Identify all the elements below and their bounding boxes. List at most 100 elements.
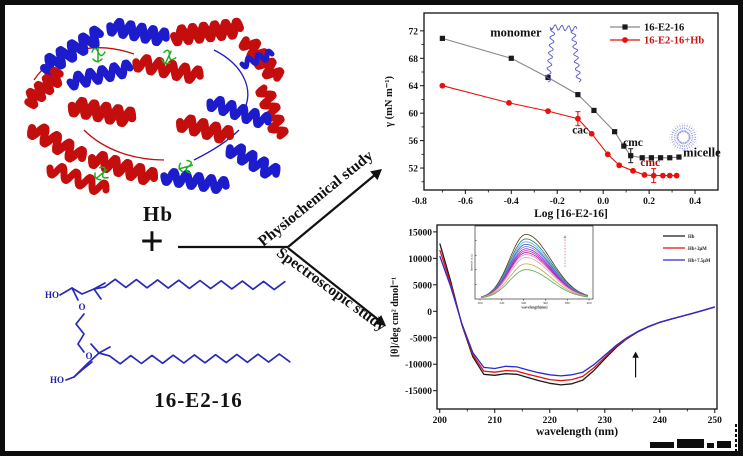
physiochemical-arrowhead [370,169,382,181]
micelle-tail [678,142,683,151]
monomer-tail [545,27,556,83]
micelle-tail [684,123,689,133]
y-tick-label: 56 [409,137,419,147]
cd-legend: Hb Hb+2μM Hb+7.5μM [663,235,711,264]
micelle-tail [683,123,686,132]
inset-curve [481,263,588,298]
legend-label: Hb [688,235,695,240]
loop-strand [213,49,249,111]
y-tick-label: 10000 [408,255,432,265]
surfactant-structure-image: HO O O HO [45,278,291,385]
physiochemical-arrow [287,173,377,248]
cd-series-hb-7-5-m [439,255,715,377]
micelle-tail [683,142,686,152]
micelle-core [677,131,690,144]
data-point [575,92,581,98]
helix-ribbon [46,163,110,195]
y-tick-label: 68 [409,55,419,65]
helix-ribbon [106,17,170,47]
data-point [673,172,680,179]
data-point [648,155,654,161]
heme-scribble [161,49,177,65]
data-point [506,99,512,106]
annotation-cmc: cmc [640,157,660,169]
data-point [641,172,648,178]
helix-ribbon [67,96,137,128]
fluorescence-inset: 300 320 340 360 380 400 wavelength(nm) Intensit… [470,225,594,310]
atom-label-o: O [78,302,85,312]
inset-x-tick-label: 360 [543,301,548,305]
x-axis-title: wavelength (nm) [536,426,618,438]
data-point [667,155,673,161]
micelle-tail [676,141,682,150]
micelle-tail [688,139,697,144]
data-point [439,82,446,89]
bond [93,288,102,300]
micelle-tail [670,139,679,144]
legend: 16-E2-16 16-E2-16+Hb [610,23,704,47]
surface-tension-chart: -0.8 -0.6 -0.4 -0.2 0.0 0.2 0.4 52 56 60 64 68 72 Log… [385,12,721,220]
legend-marker [622,37,628,43]
heme-group-icon [94,166,109,181]
monomer-tail [570,29,582,83]
data-point [616,162,623,169]
heme-group-icon [178,159,194,174]
micelle-tail [670,131,679,136]
y-tick-label: 60 [409,110,419,120]
micelle-tail [684,142,689,151]
bond [98,352,291,365]
micelle-tail [681,123,684,132]
y-tick-label: -5000 [410,334,432,344]
inset-x-axis-title: wavelength(nm) [521,306,548,310]
micelle-tail [688,131,697,136]
atom-label-ho: HO [45,290,59,300]
inset-x-tick-label: 320 [499,301,504,305]
loop-strand [83,129,165,161]
hemoglobin-structure-image [24,17,289,195]
annotation-monomer: monomer [490,25,542,39]
increase-arrowhead [632,351,639,358]
micelle-tail [669,137,679,141]
legend-label: Hb+7.5μM [688,259,711,264]
y-axis: 15000 10000 5000 0 -5000 -10000 -15000 [405,228,437,397]
bond [73,352,100,378]
y-tick-label: 72 [409,27,419,37]
legend-label: 16-E2-16 [644,23,684,34]
micelle-tail [685,141,691,150]
annotation-cmc: cmc [623,137,643,149]
inset-curve [481,257,588,298]
data-point [574,115,581,122]
data-point [604,151,611,158]
x-axis: 200 210 220 230 240 250 [433,409,722,426]
heme-group-icon [161,49,177,65]
y-tick-label: 64 [409,82,419,92]
y-tick-label: 5000 [413,281,432,291]
heme-group-icon [91,47,106,63]
helix-ribbon [225,143,281,179]
micelle-tail [685,124,691,133]
data-point [439,35,445,41]
x-tick-label: 210 [488,416,503,426]
atom-label-o: O [85,351,92,361]
data-point [628,153,634,159]
micelle-tail [688,137,698,141]
helix-ribbon [27,123,87,163]
spectroscopic-arrowhead [374,315,386,326]
data-point [508,55,514,61]
plot-frame [423,12,719,191]
helix-ribbon [206,95,272,129]
bond [59,287,95,296]
micelle-tail [669,133,679,137]
x-tick-label: -0.4 [504,197,519,207]
helix-ribbon [160,168,230,194]
micelle-icon [669,123,698,152]
cd-spectra-chart: 200 210 220 230 240 250 15000 10000 5000 0 -5000 -1… [390,224,722,438]
inset-x-tick-label: 400 [586,301,591,305]
data-point [659,172,666,179]
helix-ribbon [255,84,289,140]
bond [75,313,85,353]
x-tick-label: -0.6 [458,197,473,207]
data-point [639,155,645,161]
bond [90,343,100,354]
